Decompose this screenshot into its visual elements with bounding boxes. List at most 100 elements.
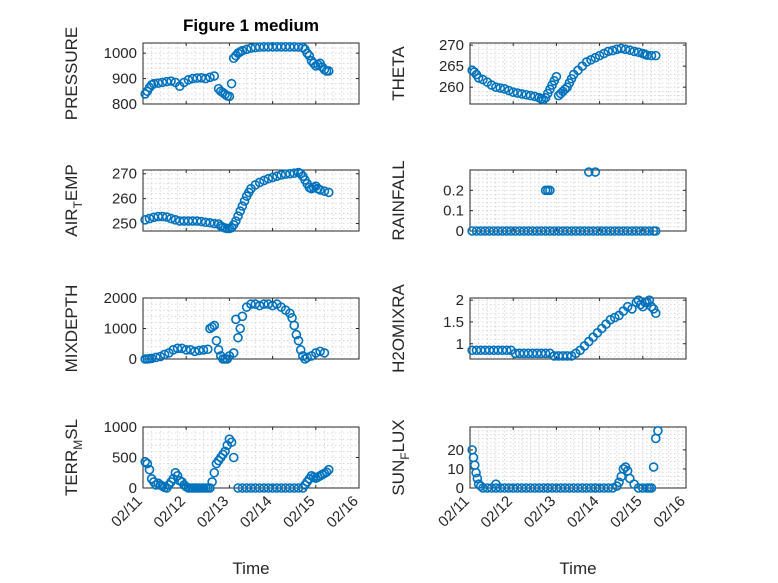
data-point	[501, 345, 512, 356]
data-point	[183, 75, 194, 85]
y-tick-label: 260	[112, 191, 137, 208]
data-point	[213, 345, 224, 355]
data-point	[603, 483, 614, 493]
x-tick-label: 02/11	[108, 493, 146, 531]
data-point	[144, 213, 155, 224]
y-tick-label: 1000	[104, 321, 137, 338]
data-point	[231, 216, 241, 226]
data-point	[319, 186, 330, 196]
data-point	[308, 58, 319, 69]
data-point	[166, 76, 176, 86]
data-point	[525, 90, 536, 101]
data-point	[170, 214, 181, 225]
data-point	[190, 346, 200, 357]
data-point	[648, 462, 659, 472]
data-point	[620, 44, 631, 55]
subplot-pressure: 800 900 1000 PRESSURE Figure 1 medium	[62, 16, 360, 120]
data-point	[235, 206, 245, 216]
axes-frame	[142, 42, 360, 105]
data-point	[263, 173, 274, 184]
data-point	[618, 464, 629, 474]
y-tick-label: 1000	[104, 45, 137, 62]
data-point	[168, 345, 179, 355]
data-point	[209, 320, 220, 331]
data-point	[207, 477, 217, 487]
data-point	[157, 211, 168, 222]
data-point	[653, 426, 663, 436]
data-point	[207, 322, 217, 332]
data-point	[650, 226, 661, 236]
data-point	[205, 483, 215, 493]
y-tick-label: 0.2	[443, 182, 464, 199]
data-point	[144, 464, 155, 475]
data-point	[211, 335, 222, 346]
y-tick-label: 265	[439, 58, 464, 75]
data-point	[646, 301, 657, 312]
y-axis-label: H2OMIXRA	[389, 283, 408, 372]
subplot-theta: 260 265 270 THETA	[389, 37, 687, 105]
data-point	[228, 348, 239, 358]
data-point	[583, 167, 594, 177]
data-point	[650, 308, 661, 319]
data-point	[254, 300, 265, 311]
data-point	[205, 72, 215, 83]
data-point	[646, 50, 657, 61]
data-point	[627, 304, 637, 314]
x-tick-label: 02/11	[435, 493, 473, 531]
data-point	[289, 320, 300, 331]
data-point	[293, 335, 304, 346]
data-point	[302, 352, 312, 363]
data-point	[291, 329, 302, 340]
data-point	[508, 87, 519, 98]
data-point	[323, 66, 334, 76]
data-point	[209, 71, 220, 81]
data-point	[140, 89, 150, 99]
data-point	[205, 217, 215, 228]
data-point	[560, 84, 570, 95]
data-point	[246, 299, 256, 309]
data-point	[499, 84, 510, 94]
x-tick-label: 02/15	[280, 493, 319, 532]
data-point	[475, 481, 486, 491]
data-point	[473, 73, 484, 83]
data-point	[172, 470, 183, 481]
data-point	[285, 168, 295, 179]
y-axis-label: RAINFALL	[389, 160, 408, 240]
data-point	[220, 446, 230, 457]
y-tick-label: 0	[456, 480, 464, 497]
data-point	[295, 168, 306, 179]
data-point	[315, 185, 325, 195]
data-point	[200, 217, 211, 228]
data-point	[472, 473, 483, 484]
y-axis-label: SUNFLUX	[389, 419, 412, 495]
data-point	[491, 479, 501, 489]
data-point	[629, 46, 639, 57]
axes-frame	[469, 169, 687, 232]
y-tick-label: 10	[447, 461, 464, 478]
data-point	[625, 45, 635, 55]
data-point	[166, 213, 176, 224]
data-point	[172, 343, 183, 354]
data-point	[198, 345, 209, 355]
data-point	[538, 94, 549, 105]
subplot-sun-lux: 0 10 20 02/11 02/12 02/13 02/14 02/15 02/16 Time S…	[389, 419, 689, 578]
subplot-terr-sl: 0 500 1000 02/11 02/12 02/13 02/14 02/15 02/16 Ti…	[62, 419, 362, 578]
data-point	[545, 185, 555, 196]
data-point	[153, 78, 163, 88]
subplot-rainfall: 0 0.1 0.2 RAINFALL	[389, 160, 687, 241]
data-point	[504, 85, 514, 96]
data-point	[140, 214, 150, 225]
data-point	[323, 464, 334, 475]
data-point	[146, 353, 157, 364]
data-point	[200, 73, 211, 84]
data-point	[540, 348, 551, 359]
x-tick-label: 02/14	[564, 493, 603, 532]
data-point	[614, 477, 624, 488]
data-point	[233, 211, 243, 221]
y-tick-label: 800	[112, 96, 137, 113]
data-point	[181, 345, 191, 355]
data-point	[177, 343, 187, 354]
x-tick-label: 02/13	[194, 493, 233, 532]
y-tick-label: 500	[112, 450, 137, 467]
